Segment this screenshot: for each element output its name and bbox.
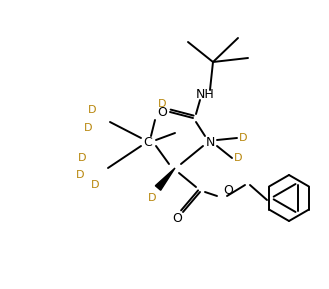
Text: D: D	[76, 170, 84, 180]
Text: O: O	[172, 212, 182, 225]
Text: D: D	[88, 105, 96, 115]
Text: N: N	[205, 136, 215, 149]
Text: D: D	[158, 99, 166, 109]
Text: D: D	[239, 133, 247, 143]
Text: O: O	[157, 105, 167, 118]
Text: NH: NH	[196, 88, 215, 101]
Text: C: C	[144, 136, 152, 149]
Text: D: D	[234, 153, 242, 163]
Text: D: D	[148, 193, 156, 203]
Text: D: D	[91, 180, 99, 190]
Text: D: D	[78, 153, 86, 163]
Polygon shape	[155, 168, 175, 190]
Text: O: O	[223, 184, 233, 197]
Text: D: D	[84, 123, 92, 133]
